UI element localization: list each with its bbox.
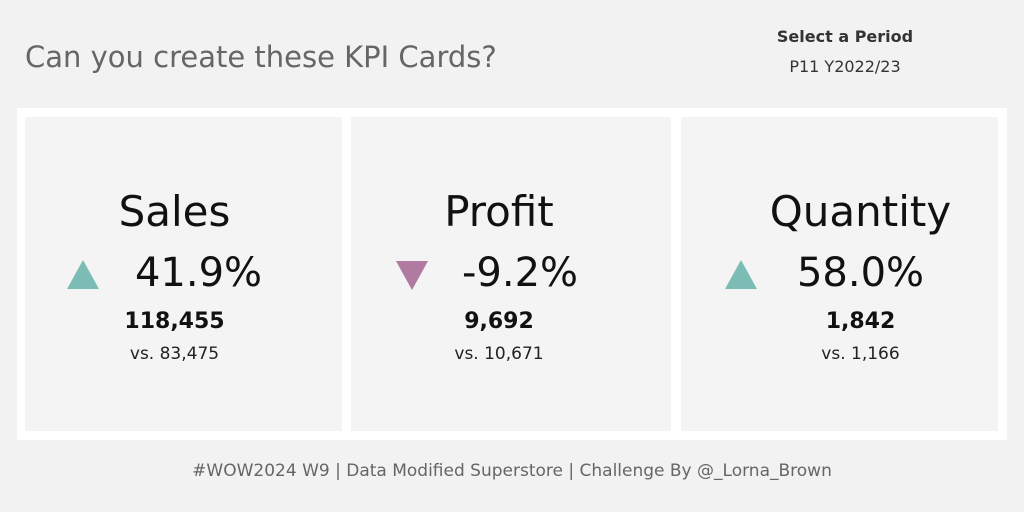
down-arrow xyxy=(396,261,428,290)
card-previous: vs. 10,671 xyxy=(454,344,544,364)
period-label: Select a Period xyxy=(776,27,914,46)
card-current: 9,692 xyxy=(464,309,534,334)
up-arrow xyxy=(67,260,99,289)
card-title: Sales xyxy=(118,187,231,236)
card-change: 58.0% xyxy=(796,250,925,296)
page-title: Can you create these KPI Cards? xyxy=(25,40,497,74)
up-arrow xyxy=(725,260,757,289)
card-change: 41.9% xyxy=(134,250,263,296)
card-title: Quantity xyxy=(769,187,952,236)
card-previous: vs. 83,475 xyxy=(129,344,220,364)
card-title: Profit xyxy=(444,187,554,236)
card-previous: vs. 1,166 xyxy=(821,344,900,364)
kpi-card: Quantity 58.0% 1,842 vs. 1,166 xyxy=(681,117,998,431)
kpi-card: Profit -9.2% 9,692 vs. 10,671 xyxy=(351,117,671,431)
footer: #WOW2024 W9 | Data Modified Superstore |… xyxy=(192,461,832,481)
period-selector[interactable]: P11 Y2022/23 xyxy=(789,57,901,76)
card-current: 1,842 xyxy=(825,309,896,334)
card-current: 118,455 xyxy=(124,309,225,334)
kpi-card: Sales 41.9% 118,455 vs. 83,475 xyxy=(25,117,342,431)
card-change: -9.2% xyxy=(461,250,579,296)
